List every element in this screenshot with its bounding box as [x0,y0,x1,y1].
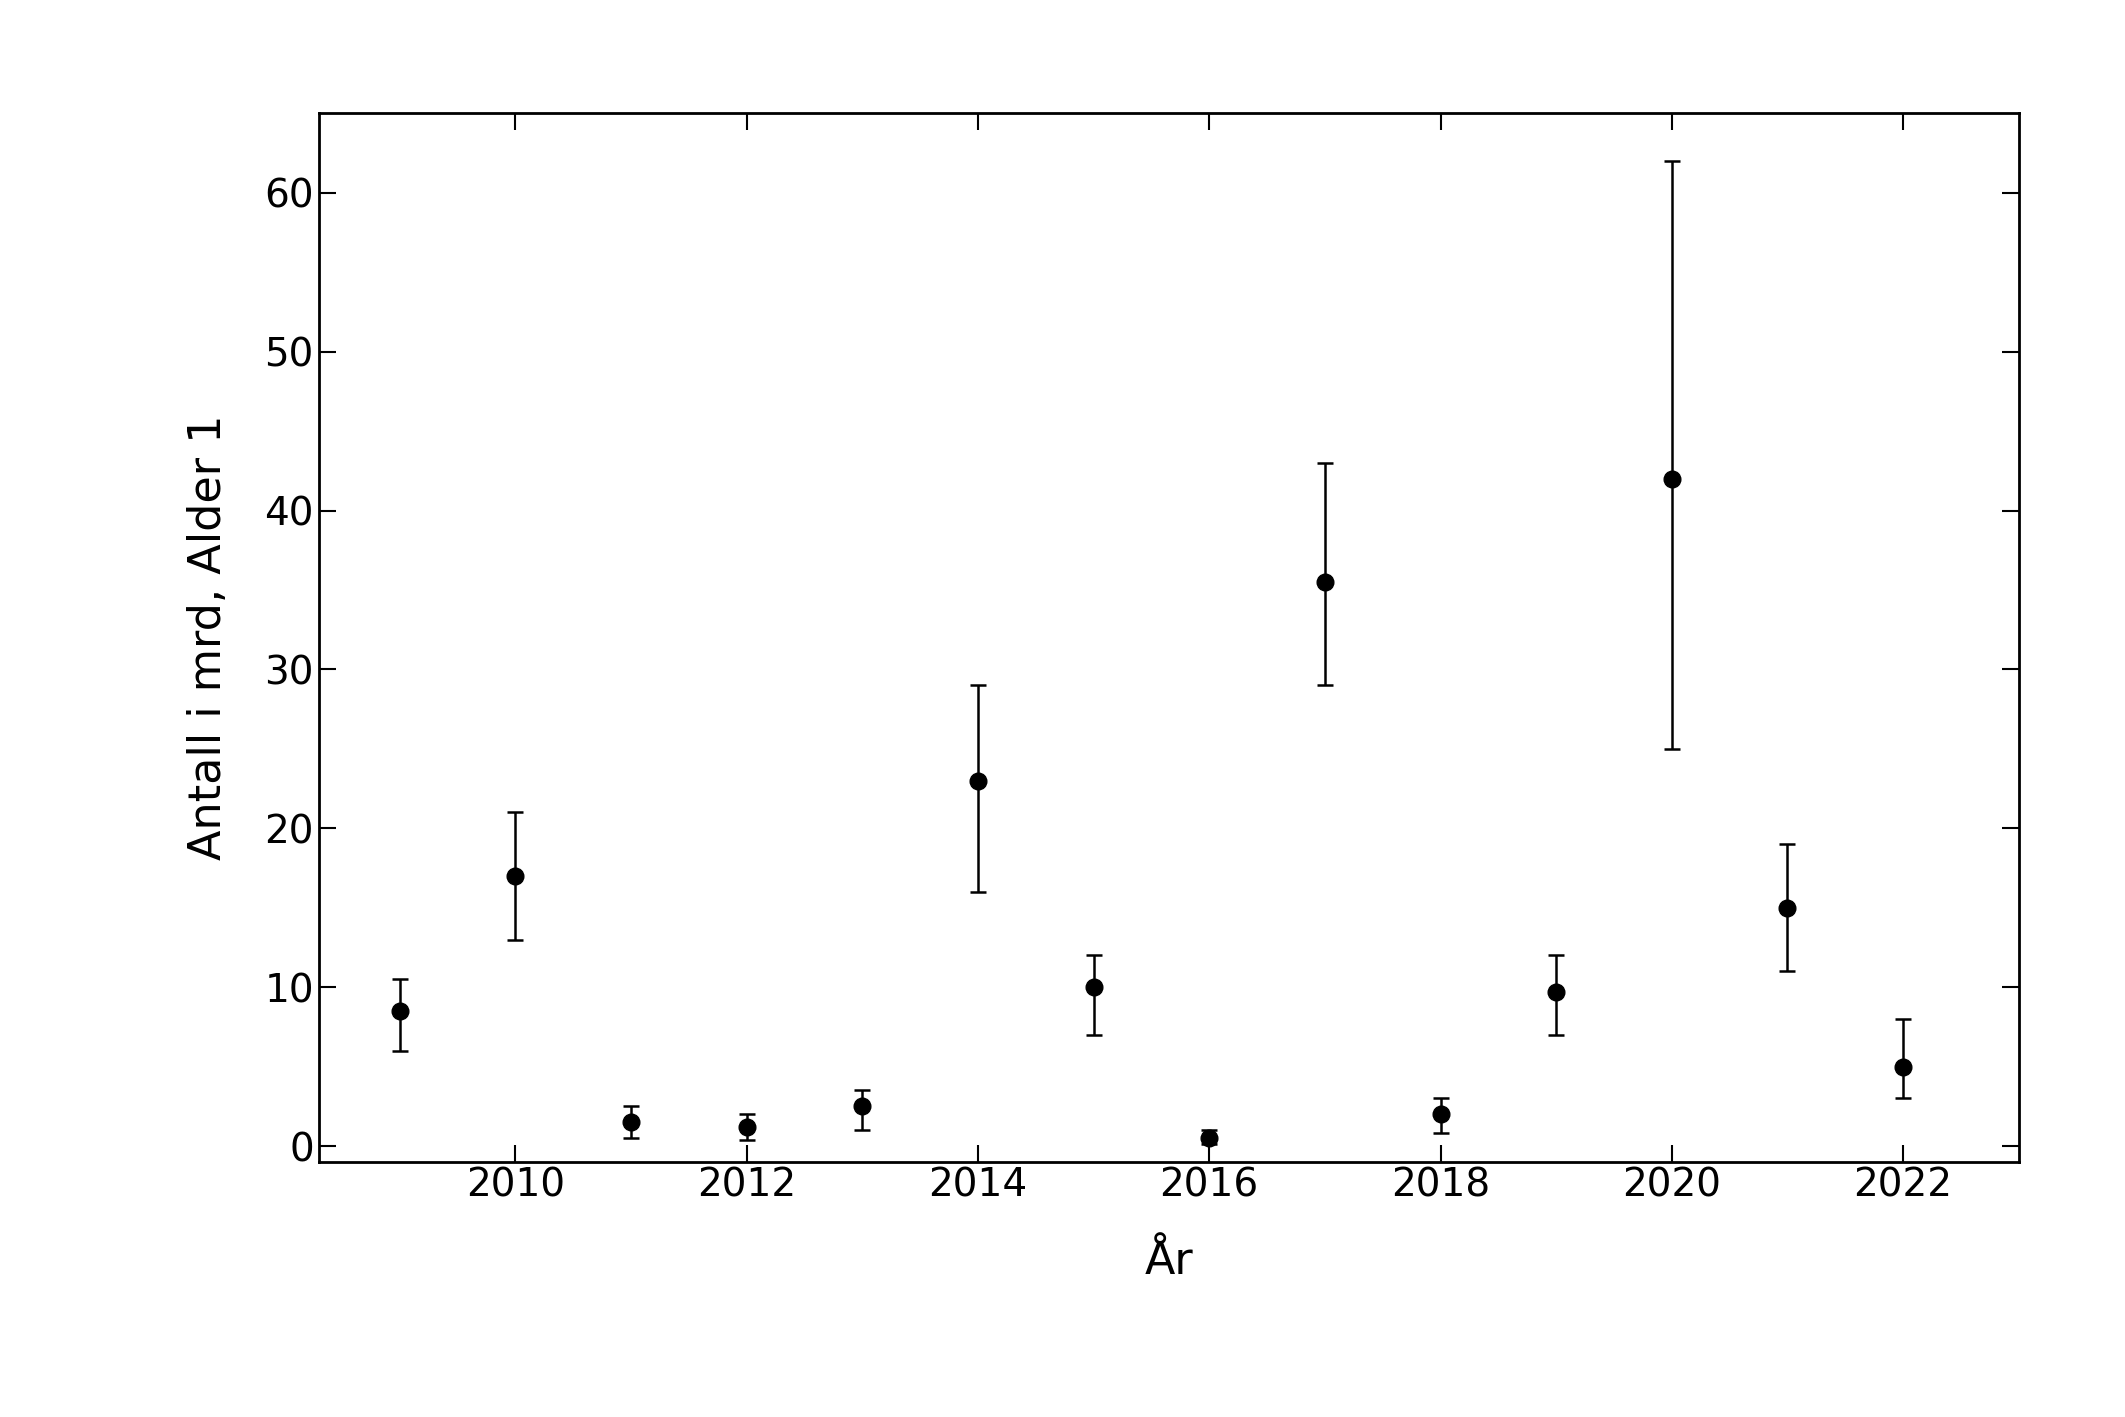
Y-axis label: Antall i mrd, Alder 1: Antall i mrd, Alder 1 [187,415,230,860]
X-axis label: År: År [1145,1240,1192,1282]
